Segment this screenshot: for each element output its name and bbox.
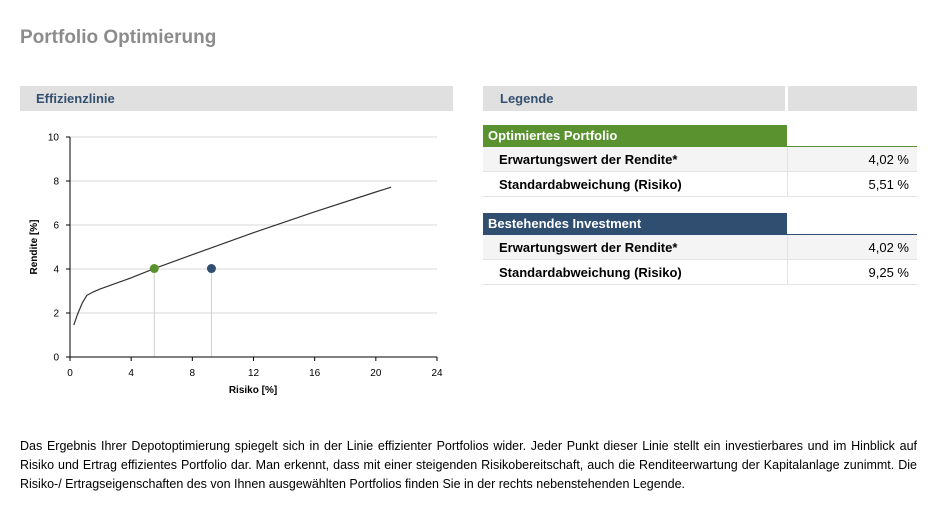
legend-row-separator [787,235,788,260]
x-tick-label: 24 [431,368,443,379]
legend-group-rule [483,146,917,147]
legend-row: Erwartungswert der Rendite* 4,02 % [483,147,917,172]
legend-row-label: Standardabweichung (Risiko) [499,177,682,192]
chart-grid [70,136,437,314]
x-tick-label: 4 [128,368,134,379]
legend-row-separator [787,260,788,285]
efficient-frontier-line [73,186,392,326]
chart-points [149,264,216,274]
x-tick-label: 16 [309,368,321,379]
y-tick-label: 6 [53,221,59,232]
x-axis-title: Risiko [%] [229,385,277,396]
legend-row: Standardabweichung (Risiko) 9,25 % [483,260,917,285]
legend-panel-header-filler [788,86,917,111]
chart-series [73,186,392,326]
legend-row-value: 4,02 % [868,240,909,255]
y-tick-label: 0 [53,353,59,364]
y-tick-label: 2 [53,309,59,320]
description-text: Das Ergebnis Ihrer Depotoptimierung spie… [20,439,917,491]
x-tick-label: 12 [248,368,260,379]
legend-row-value: 4,02 % [868,152,909,167]
chart-panel-header: Effizienzlinie [20,86,453,111]
chart-droplines [153,268,212,357]
legend-group-rule [483,234,917,235]
portfolio-point [206,264,216,274]
legend-row-label: Standardabweichung (Risiko) [499,265,682,280]
legend-group-title: Bestehendes Investment [483,213,787,234]
legend-row-value: 5,51 % [868,177,909,192]
portfolio-point [149,264,159,274]
legend-panel-header: Legende [483,86,785,111]
x-tick-label: 8 [190,368,196,379]
legend-row-label: Erwartungswert der Rendite* [499,240,678,255]
x-tick-label: 0 [67,368,73,379]
legend-row: Standardabweichung (Risiko) 5,51 % [483,172,917,197]
legend-group-existing: Bestehendes Investment Erwartungswert de… [483,213,917,285]
page-title: Portfolio Optimierung [20,27,217,48]
legend-row-label: Erwartungswert der Rendite* [499,152,678,167]
x-tick-label: 20 [370,368,382,379]
legend-row-separator [787,172,788,197]
y-axis-title: Rendite [%] [29,220,40,275]
legend-group-title: Optimiertes Portfolio [483,125,787,146]
y-tick-label: 8 [53,177,59,188]
y-tick-label: 4 [53,265,59,276]
legend-group-optimized: Optimiertes Portfolio Erwartungswert der… [483,125,917,197]
legend-row-value: 9,25 % [868,265,909,280]
legend-row: Erwartungswert der Rendite* 4,02 % [483,235,917,260]
y-tick-label: 10 [48,133,60,144]
legend-row-separator [787,147,788,172]
